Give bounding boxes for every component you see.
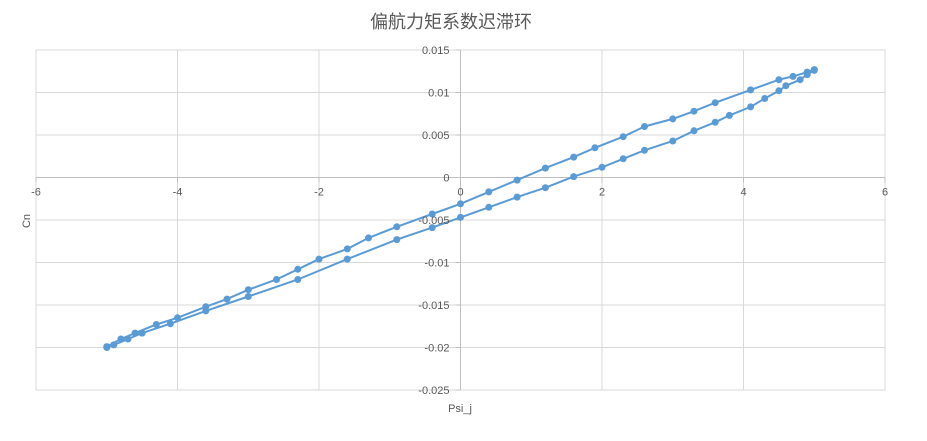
x-tick-label: -6 [31,187,41,199]
data-point [570,173,578,181]
data-point [294,265,302,273]
data-point [244,293,252,300]
data-point [428,224,436,232]
y-tick-label: -0.02 [424,343,449,355]
data-point [393,223,401,231]
data-point [747,86,755,94]
data-point [202,303,210,311]
data-point [428,210,436,218]
data-point [117,335,125,343]
data-point [457,200,464,208]
data-point [244,286,252,294]
data-point [641,146,648,154]
data-point [641,123,648,130]
x-tick-label: -2 [314,187,324,199]
y-axis-title: Cn [21,214,33,228]
data-point [103,343,111,351]
data-point [223,295,231,303]
data-point [315,255,323,263]
data-point [485,203,493,211]
data-point [152,321,160,328]
x-axis-title: Psi_j [448,403,472,415]
data-point [690,107,698,115]
x-tick-label: 4 [740,187,746,199]
data-point [747,103,755,111]
data-point [711,99,719,107]
data-point [294,276,302,283]
data-point [591,144,599,152]
data-point [598,163,606,171]
y-tick-label: 0 [443,173,449,185]
tick-labels: -6 -4 -2 0 2 4 6 0.015 0.01 0.005 0 -0.005 -0.01 -0.0… [31,45,888,397]
series-layer [103,66,818,351]
data-point [513,176,521,184]
data-point [725,111,733,119]
data-point [174,314,181,322]
chart-title: 偏航力矩系数迟滞环 [370,12,532,33]
y-tick-label: 0.015 [422,45,450,57]
data-point [690,127,698,135]
data-point [343,245,351,253]
y-tick-label: -0.025 [418,385,449,397]
data-point [365,234,372,242]
x-tick-label: 0 [457,187,463,199]
data-point [393,236,401,244]
data-point [803,68,811,76]
data-point [541,164,549,172]
data-point [166,320,174,328]
y-tick-label: 0.01 [428,88,449,100]
data-point [541,184,549,192]
y-tick-label: -0.015 [418,300,449,312]
x-tick-label: -4 [173,187,183,199]
data-point [669,137,677,145]
data-point [796,76,804,84]
data-point [131,329,139,337]
y-tick-label: -0.005 [418,215,449,227]
data-point [810,66,818,74]
y-tick-label: -0.01 [424,258,449,270]
data-point [619,133,627,141]
data-point [273,276,280,283]
data-point [513,193,521,201]
data-point [669,115,677,123]
data-point [619,155,627,163]
data-point [485,188,493,196]
data-point [570,153,578,161]
data-point [775,76,783,84]
data-point [782,82,790,90]
data-point [789,72,797,80]
x-tick-label: 2 [599,187,605,199]
data-point [775,87,783,95]
x-tick-label: 6 [882,187,888,199]
y-tick-label: 0.005 [422,130,450,142]
data-point [711,118,719,126]
data-point [343,255,351,263]
data-point [761,95,769,102]
data-point [457,213,464,221]
